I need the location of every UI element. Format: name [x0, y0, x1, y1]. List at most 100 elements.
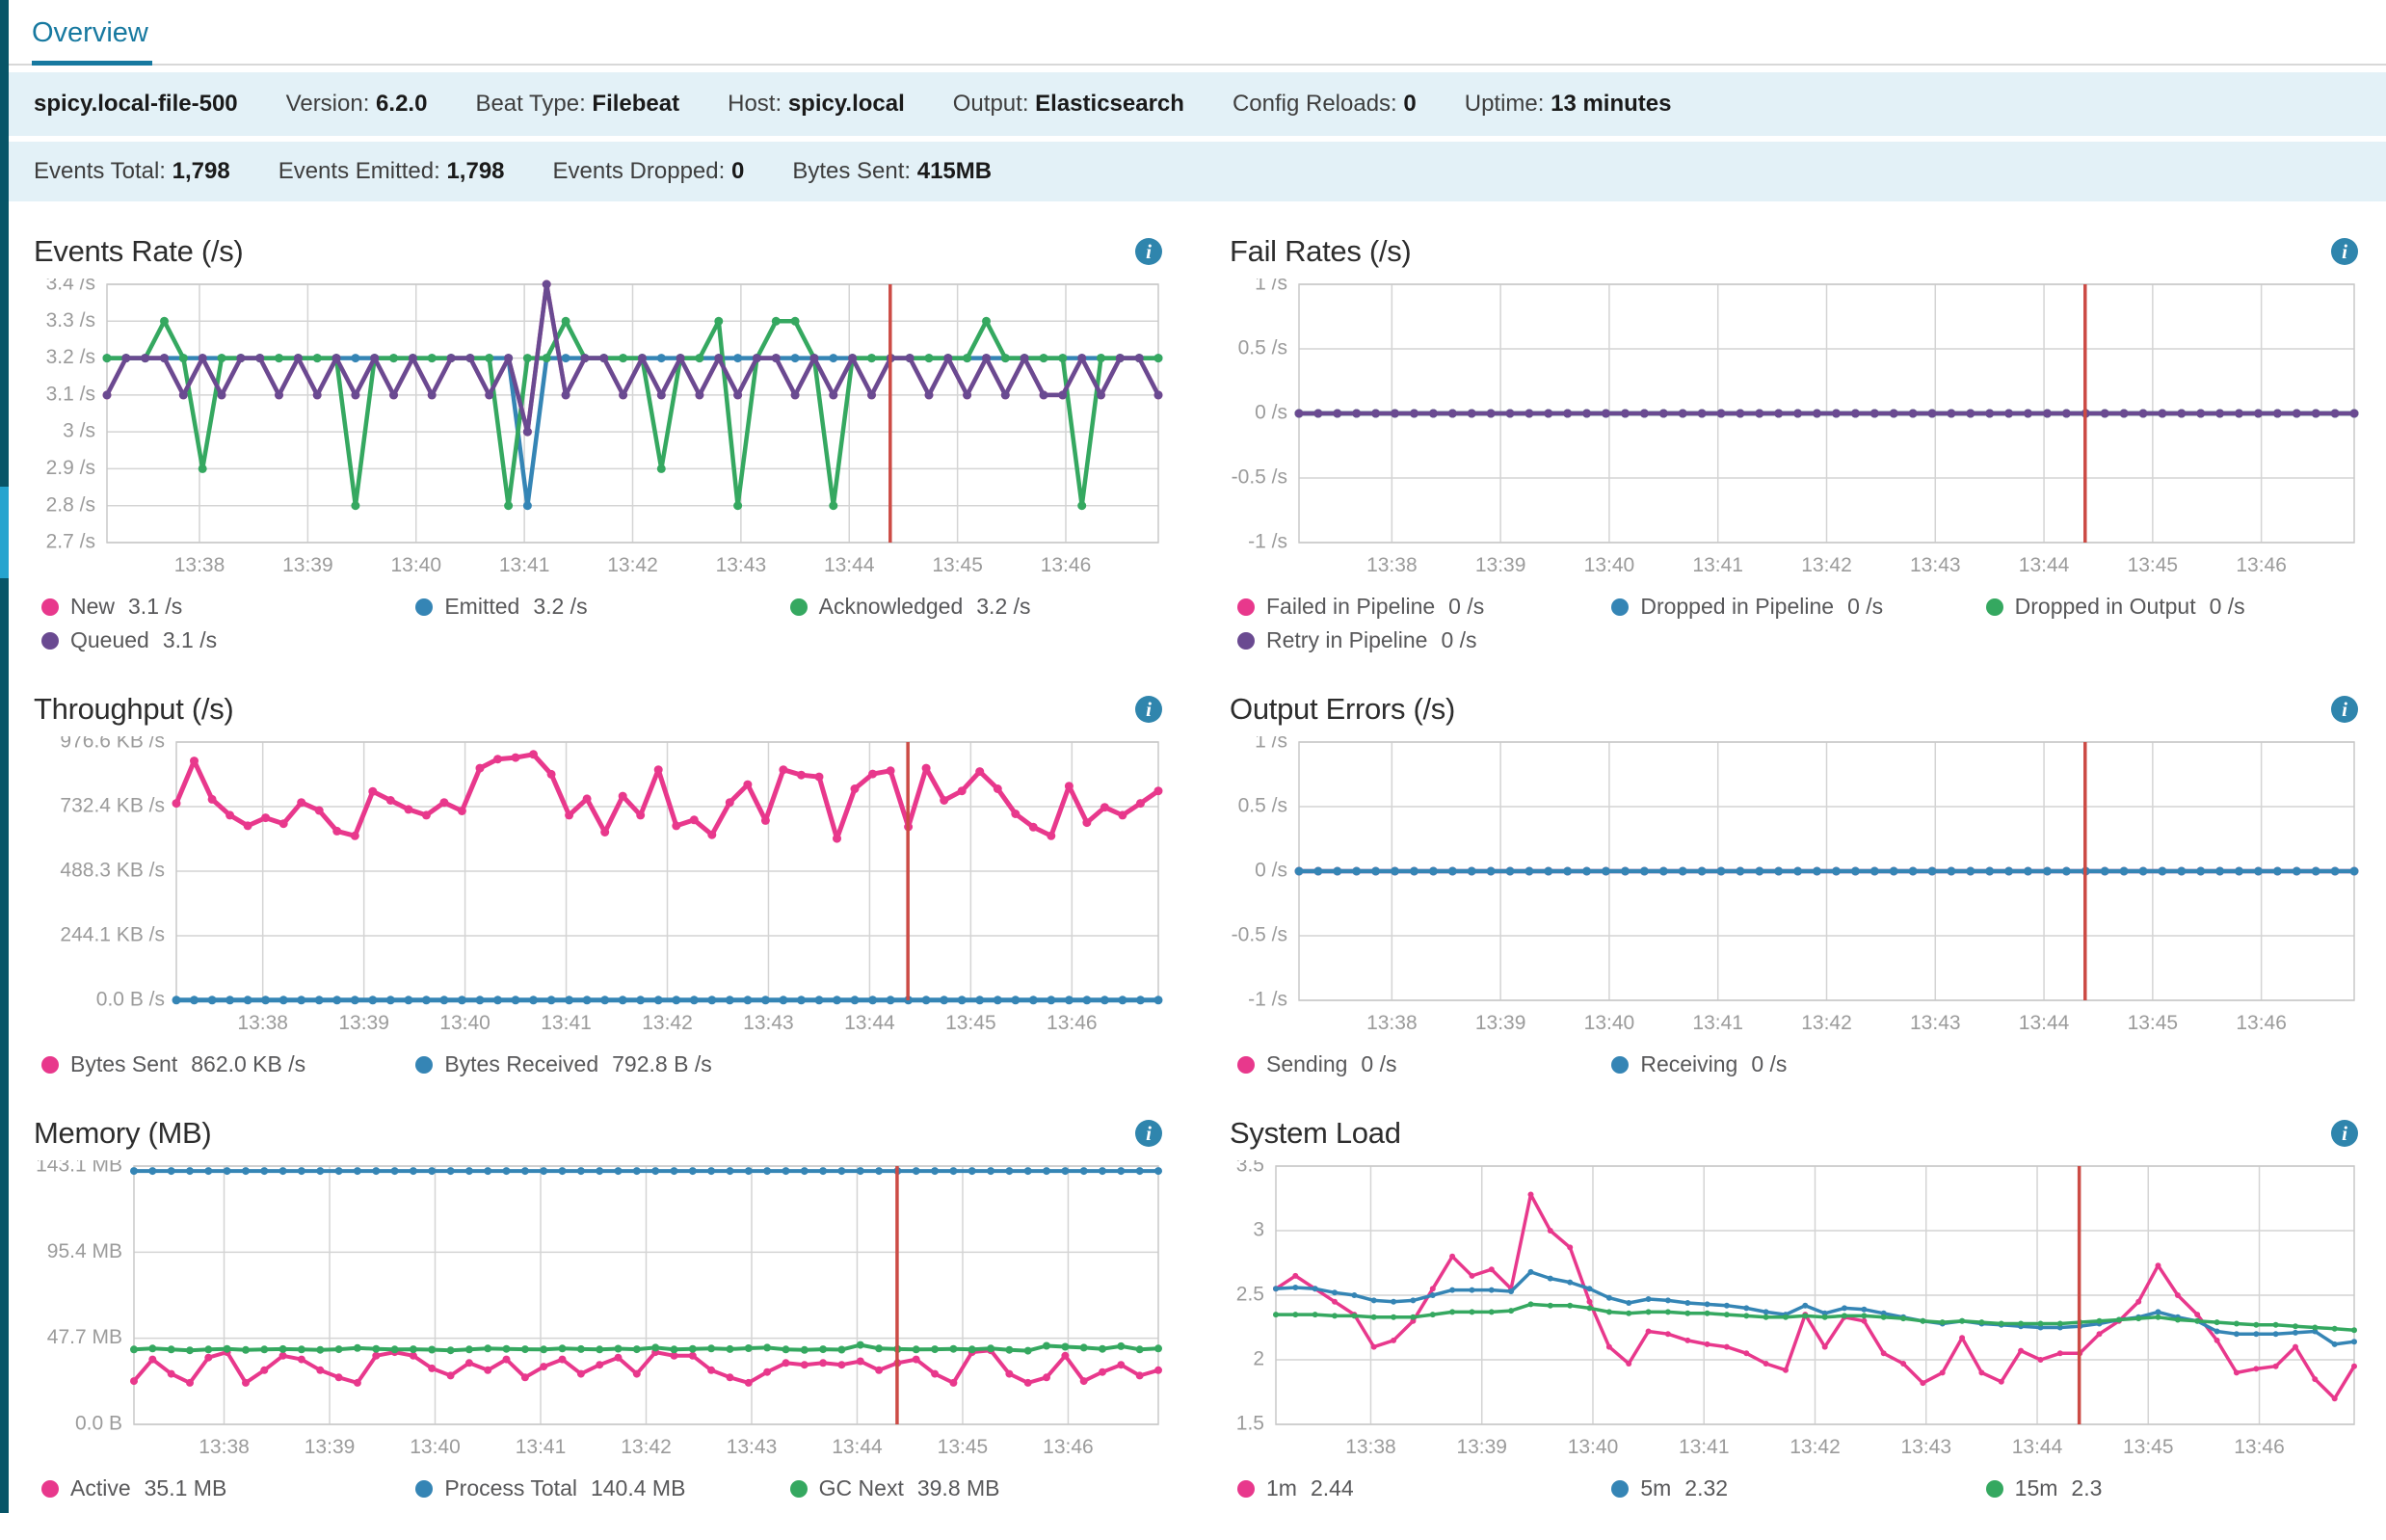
svg-text:13:46: 13:46 [2236, 1012, 2287, 1034]
legend-item-events-rate[interactable]: Queued 3.1 /s [41, 627, 415, 653]
svg-text:2.8 /s: 2.8 /s [46, 493, 95, 516]
beat-summary-item: Config Reloads: 0 [1233, 91, 1417, 118]
legend-dot-icon [41, 631, 59, 650]
info-icon[interactable]: i [1135, 238, 1162, 265]
svg-text:-1 /s: -1 /s [1248, 531, 1287, 553]
legend-label: Emitted [444, 594, 520, 619]
svg-text:13:45: 13:45 [2128, 1012, 2179, 1034]
panel-events-rate: Events Rate (/s) i 3.4 /s 3.3 /s 3.2 /s 3.1 /… [34, 234, 1168, 653]
legend-events-rate: New 3.1 /s Emitted 3.2 /s Acknowledged 3.2 /s… [41, 594, 1164, 653]
beat-summary-item: Version: 6.2.0 [286, 91, 428, 118]
beat-summary-value: Elasticsearch [1035, 91, 1184, 117]
legend-item-memory[interactable]: GC Next 39.8 MB [789, 1475, 1164, 1501]
legend-item-output-errors[interactable]: Receiving 0 /s [1611, 1051, 1985, 1077]
panel-head-output-errors: Output Errors (/s) i [1230, 692, 2364, 727]
panel-head-events-rate: Events Rate (/s) i [34, 234, 1168, 269]
legend-item-events-rate[interactable]: Acknowledged 3.2 /s [789, 594, 1164, 620]
page-content: Overview spicy.local-file-500 Version: 6.… [9, 0, 2386, 1540]
svg-text:13:41: 13:41 [1679, 1436, 1730, 1458]
legend-item-fail-rates[interactable]: Failed in Pipeline 0 /s [1237, 594, 1611, 620]
panel-title-memory: Memory (MB) [34, 1116, 212, 1150]
info-icon[interactable]: i [2331, 238, 2358, 265]
legend-item-fail-rates[interactable]: Retry in Pipeline 0 /s [1237, 627, 1611, 653]
svg-text:13:45: 13:45 [2128, 554, 2179, 576]
svg-text:1 /s: 1 /s [1255, 736, 1287, 753]
svg-text:13:40: 13:40 [1584, 554, 1635, 576]
legend-label: 5m [1640, 1475, 1672, 1500]
svg-text:13:43: 13:43 [1910, 554, 1961, 576]
svg-text:13:38: 13:38 [1345, 1436, 1396, 1458]
svg-text:13:43: 13:43 [727, 1436, 778, 1458]
legend-label: Sending [1266, 1051, 1348, 1076]
svg-text:3 /s: 3 /s [63, 420, 95, 442]
panel-throughput: Throughput (/s) i 976.6 KB /s 732.4 KB /s 48… [34, 692, 1168, 1077]
legend-dot-icon [415, 1479, 434, 1498]
legend-dot-icon [1985, 597, 2003, 616]
svg-text:3: 3 [1253, 1219, 1264, 1241]
legend-value: 39.8 MB [916, 1475, 1000, 1500]
info-icon[interactable]: i [1135, 696, 1162, 723]
panel-title-fail-rates: Fail Rates (/s) [1230, 234, 1412, 268]
legend-item-fail-rates[interactable]: Dropped in Output 0 /s [1985, 594, 2360, 620]
svg-text:3.1 /s: 3.1 /s [46, 383, 95, 405]
legend-label: GC Next [818, 1475, 904, 1500]
legend-item-system-load[interactable]: 5m 2.32 [1611, 1475, 1985, 1501]
legend-value: 3.1 /s [162, 627, 218, 652]
legend-value: 3.2 /s [533, 594, 588, 619]
legend-item-memory[interactable]: Active 35.1 MB [41, 1475, 415, 1501]
legend-item-system-load[interactable]: 15m 2.3 [1985, 1475, 2360, 1501]
legend-label: Bytes Received [444, 1051, 599, 1076]
svg-text:13:41: 13:41 [1692, 1012, 1743, 1034]
svg-text:13:43: 13:43 [1910, 1012, 1961, 1034]
legend-item-memory[interactable]: Process Total 140.4 MB [415, 1475, 789, 1501]
svg-text:13:45: 13:45 [945, 1012, 996, 1034]
info-icon[interactable]: i [2331, 1120, 2358, 1147]
legend-value: 0 /s [2209, 594, 2245, 619]
legend-item-system-load[interactable]: 1m 2.44 [1237, 1475, 1611, 1501]
svg-text:13:40: 13:40 [439, 1012, 490, 1034]
svg-text:13:39: 13:39 [338, 1012, 389, 1034]
svg-text:0 /s: 0 /s [1255, 402, 1287, 424]
legend-label: Active [70, 1475, 131, 1500]
legend-item-output-errors[interactable]: Sending 0 /s [1237, 1051, 1611, 1077]
legend-value: 0 /s [1448, 594, 1485, 619]
legend-item-events-rate[interactable]: New 3.1 /s [41, 594, 415, 620]
beat-summary-value: 6.2.0 [376, 91, 428, 117]
tab-overview[interactable]: Overview [32, 17, 152, 66]
info-icon[interactable]: i [2331, 696, 2358, 723]
legend-value: 0 /s [1751, 1051, 1788, 1076]
legend-label: Receiving [1640, 1051, 1738, 1076]
svg-text:13:40: 13:40 [1584, 1012, 1635, 1034]
info-icon[interactable]: i [1135, 1120, 1162, 1147]
svg-text:13:43: 13:43 [1900, 1436, 1951, 1458]
legend-label: Dropped in Pipeline [1640, 594, 1835, 619]
svg-text:13:42: 13:42 [621, 1436, 672, 1458]
tab-bar: Overview [9, 0, 2386, 66]
svg-text:13:42: 13:42 [1801, 554, 1852, 576]
svg-text:13:38: 13:38 [1366, 554, 1418, 576]
legend-value: 0 /s [1847, 594, 1884, 619]
chart-canvas-throughput: 976.6 KB /s 732.4 KB /s 488.3 KB /s 244.1 K… [60, 730, 1163, 1034]
legend-dot-icon [1237, 1055, 1255, 1074]
legend-item-throughput[interactable]: Bytes Received 792.8 B /s [415, 1051, 789, 1077]
svg-text:244.1 KB /s: 244.1 KB /s [60, 924, 165, 946]
chart-canvas-memory: 143.1 MB 95.4 MB 47.7 MB 0.0 B 13:38 13:39 13:… [36, 1155, 1162, 1458]
legend-item-throughput[interactable]: Bytes Sent 862.0 KB /s [41, 1051, 415, 1077]
legend-dot-icon [41, 597, 59, 616]
legend-item-fail-rates[interactable]: Dropped in Pipeline 0 /s [1611, 594, 1985, 620]
svg-text:3.2 /s: 3.2 /s [46, 346, 95, 368]
legend-dot-icon [789, 597, 808, 616]
svg-text:0.0 B /s: 0.0 B /s [96, 989, 165, 1011]
svg-text:13:46: 13:46 [2234, 1436, 2285, 1458]
chart-canvas-system-load: 3.5 3 2.5 2 1.5 13:38 13:39 13:40 13:41 13:42 13:4… [1236, 1155, 2357, 1458]
legend-label: Queued [70, 627, 149, 652]
beat-summary-value: Filebeat [592, 91, 680, 117]
legend-item-events-rate[interactable]: Emitted 3.2 /s [415, 594, 789, 620]
legend-label: 15m [2014, 1475, 2058, 1500]
panel-head-system-load: System Load i [1230, 1116, 2364, 1151]
svg-text:13:42: 13:42 [642, 1012, 693, 1034]
legend-value: 2.3 [2071, 1475, 2103, 1500]
beat-summary-bar: spicy.local-file-500 Version: 6.2.0 Beat T… [9, 72, 2386, 136]
legend-label: Retry in Pipeline [1266, 627, 1428, 652]
legend-label: Dropped in Output [2014, 594, 2196, 619]
